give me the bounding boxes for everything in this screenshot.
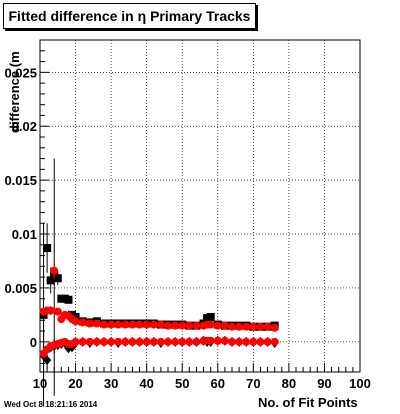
chart-title: Fitted difference in η Primary Tracks — [8, 8, 251, 24]
data-point-circle — [178, 337, 187, 346]
data-point-circle — [142, 320, 151, 329]
data-point-circle — [50, 266, 59, 275]
data-point-circle — [220, 321, 229, 330]
data-point-circle — [220, 336, 229, 345]
data-point-circle — [263, 322, 272, 331]
data-point-circle — [149, 320, 158, 329]
data-point-diamond — [43, 355, 52, 366]
data-point-circle — [164, 321, 172, 330]
data-point-circle — [135, 320, 144, 329]
data-point-circle — [235, 322, 244, 331]
data-point-circle — [107, 337, 116, 346]
grid-lines — [40, 40, 360, 372]
data-point-square — [206, 313, 215, 322]
x-tick-label: 60 — [211, 376, 225, 391]
data-point-circle — [53, 307, 62, 316]
series-1 — [39, 262, 279, 332]
x-tick-label: 40 — [139, 376, 153, 391]
data-point-circle — [142, 337, 151, 346]
y-tick-label: 0.015 — [4, 173, 37, 188]
data-point-circle — [100, 337, 108, 346]
data-point-square — [71, 313, 80, 322]
data-point-circle — [92, 337, 101, 346]
data-point-circle — [228, 322, 236, 331]
data-point-circle — [128, 320, 137, 329]
data-point-circle — [121, 320, 130, 329]
data-point-circle — [249, 337, 258, 346]
x-tick-label: 100 — [349, 376, 371, 391]
y-tick-label: 0.025 — [4, 65, 37, 80]
data-point-circle — [100, 320, 108, 329]
x-tick-label: 50 — [175, 376, 189, 391]
data-point-circle — [256, 337, 265, 346]
data-point-circle — [192, 337, 201, 346]
data-point-circle — [156, 320, 165, 329]
data-point-circle — [149, 337, 158, 346]
data-point-circle — [178, 321, 187, 330]
data-point-circle — [263, 337, 272, 346]
data-point-circle — [78, 318, 87, 327]
data-point-square — [43, 244, 52, 253]
data-point-circle — [114, 337, 123, 346]
plot-frame — [39, 39, 361, 373]
data-point-circle — [71, 317, 80, 326]
data-point-circle — [192, 321, 201, 330]
data-point-circle — [213, 336, 222, 345]
data-point-circle — [235, 337, 244, 346]
x-tick-label: 90 — [317, 376, 331, 391]
axis-ticks — [39, 50, 361, 372]
data-point-circle — [71, 337, 80, 346]
data-point-circle — [156, 337, 165, 346]
data-point-circle — [114, 320, 123, 329]
data-point-square — [53, 274, 62, 283]
data-point-circle — [92, 319, 101, 328]
x-tick-label: 10 — [33, 376, 47, 391]
data-point-circle — [270, 337, 279, 346]
data-point-circle — [121, 337, 130, 346]
data-point-circle — [46, 306, 55, 315]
x-tick-label: 80 — [282, 376, 296, 391]
data-point-square — [64, 295, 73, 304]
y-tick-label: 0.005 — [4, 281, 37, 296]
data-point-circle — [135, 337, 144, 346]
data-point-circle — [185, 337, 194, 346]
chart-title-box: Fitted difference in η Primary Tracks — [3, 3, 256, 29]
data-point-circle — [85, 319, 94, 328]
y-tick-label: 0.02 — [12, 119, 37, 134]
y-tick-label: 0.01 — [12, 227, 37, 242]
data-point-circle — [107, 320, 116, 329]
data-point-circle — [242, 322, 251, 331]
data-point-circle — [206, 320, 215, 329]
series-3 — [39, 336, 279, 358]
data-series — [39, 158, 279, 407]
data-point-circle — [242, 337, 251, 346]
data-point-circle — [171, 337, 180, 346]
x-tick-label: 20 — [68, 376, 82, 391]
x-axis-label: No. of Fit Points — [258, 395, 358, 410]
y-axis-label: difference (m — [7, 51, 22, 133]
data-point-circle — [228, 337, 236, 346]
data-point-circle — [164, 337, 172, 346]
data-point-circle — [256, 322, 265, 331]
data-point-circle — [171, 321, 180, 330]
y-tick-label: 0 — [30, 335, 37, 350]
data-point-circle — [249, 322, 258, 331]
data-point-circle — [128, 337, 137, 346]
x-tick-label: 70 — [246, 376, 260, 391]
data-point-circle — [85, 337, 94, 346]
data-point-circle — [185, 321, 194, 330]
x-tick-label: 30 — [104, 376, 118, 391]
data-point-circle — [206, 336, 215, 345]
data-point-circle — [213, 321, 222, 330]
data-point-circle — [270, 323, 279, 332]
footer-date: Wed Oct 8 18:21:16 2014 — [4, 400, 98, 409]
data-point-circle — [78, 337, 87, 346]
